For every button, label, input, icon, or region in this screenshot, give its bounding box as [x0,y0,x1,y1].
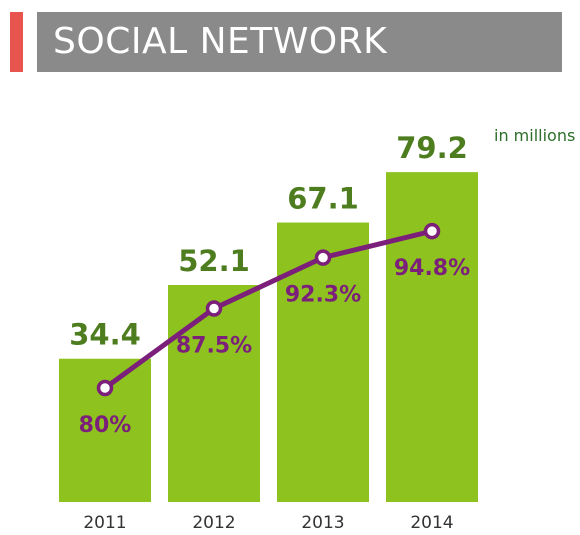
line-point-marker [96,379,114,397]
x-tick-label: 2011 [83,513,126,533]
bar-2013 [277,222,369,502]
page-title: SOCIAL NETWORK [53,21,388,62]
units-note: in millions [494,126,576,145]
line-point-marker [205,300,223,317]
title-accent-bar [10,12,23,72]
x-tick-label: 2012 [192,513,235,533]
bar-value-label: 79.2 [396,131,468,165]
percent-label: 94.8% [394,256,470,281]
percent-label: 87.5% [176,334,252,359]
percent-label: 92.3% [285,283,361,308]
bar-value-label: 67.1 [287,182,359,216]
bar-2014 [386,172,478,502]
penetration-line [102,228,435,391]
percent-label: 80% [79,413,132,438]
x-tick-label: 2014 [410,513,453,533]
x-tick-label: 2013 [301,513,344,533]
bar-value-label: 34.4 [69,318,141,352]
line-point-marker [314,249,332,266]
title-banner: SOCIAL NETWORK [37,12,562,72]
line-point-marker [423,222,441,240]
bar-value-label: 52.1 [178,244,250,278]
bar-2012 [168,285,260,502]
